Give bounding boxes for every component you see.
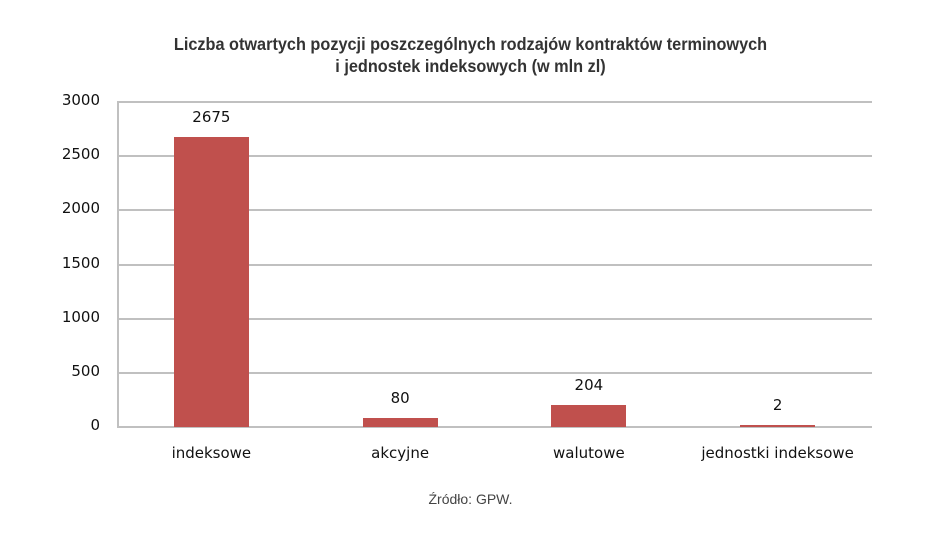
bar-walutowe [551, 404, 627, 427]
plot-area: 2675 80 204 2 [117, 101, 872, 428]
gridline [117, 209, 872, 212]
gridline [117, 371, 872, 374]
y-tick-label: 2500 [61, 145, 100, 164]
data-label: 80 [390, 389, 410, 408]
y-tick-label: 0 [90, 416, 100, 434]
chart-title: Liczba otwartych pozycji poszczególnych … [33, 33, 908, 77]
x-tick-label: jednostki indeksowe [701, 444, 854, 462]
y-tick-label: 2000 [61, 199, 100, 218]
data-label: 2675 [192, 108, 231, 127]
bar-indeksowe [173, 137, 249, 427]
gridline [117, 155, 872, 158]
gridline [117, 426, 872, 428]
chart-title-line-2: i jednostek indeksowych (w mln zl) [335, 56, 606, 76]
data-label: 2 [772, 396, 783, 414]
bar-akcyjne [362, 418, 438, 427]
y-tick-label: 3000 [61, 91, 100, 109]
y-tick-label: 500 [71, 361, 100, 380]
chart-title-line-1: Liczba otwartych pozycji poszczególnych … [173, 34, 768, 54]
x-tick-label: indeksowe [171, 444, 252, 462]
bar-jednostki-indeksowe [740, 425, 816, 427]
x-tick-label: walutowe [553, 444, 625, 462]
data-label: 204 [574, 375, 604, 394]
source-note: Źródło: GPW. [428, 491, 513, 507]
gridline [117, 317, 872, 320]
y-tick-label: 1000 [61, 307, 100, 326]
y-tick-label: 1500 [61, 253, 100, 272]
gridline [117, 263, 872, 266]
gridline [117, 101, 872, 103]
x-tick-label: akcyjne [371, 444, 430, 462]
